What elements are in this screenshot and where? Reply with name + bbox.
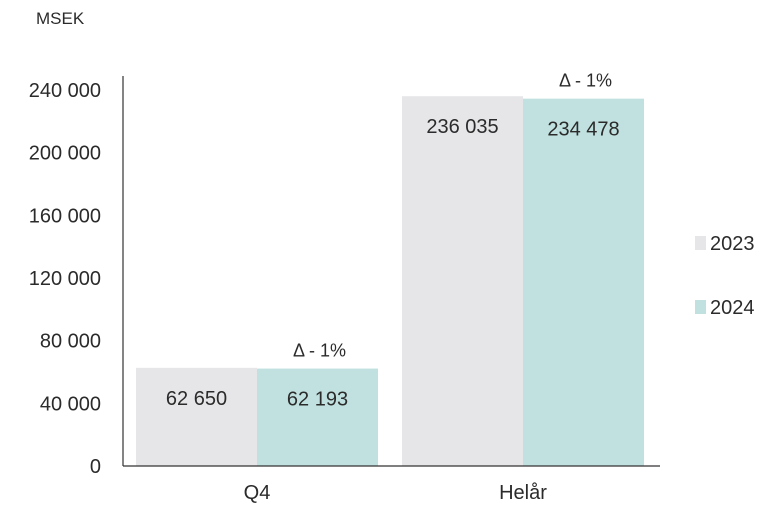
y-tick-label: 160 000 xyxy=(29,205,101,227)
y-tick-label: 0 xyxy=(90,456,101,478)
value-label: 62 650 xyxy=(166,388,227,410)
y-tick-label: 120 000 xyxy=(29,268,101,290)
y-tick-label: 40 000 xyxy=(40,393,101,415)
value-label: 234 478 xyxy=(547,119,619,141)
value-label: 236 035 xyxy=(426,116,498,138)
x-axis-labels: Q4 Helår xyxy=(244,482,548,504)
y-axis-ticks: 0 40 000 80 000 120 000 160 000 200 000 240 00… xyxy=(29,80,101,478)
bar-2023-helar xyxy=(402,96,523,467)
legend-item-2024: 2024 xyxy=(695,297,755,319)
bars xyxy=(136,96,644,467)
legend-label: 2023 xyxy=(710,233,755,255)
value-label: 62 193 xyxy=(287,389,348,411)
x-tick-label: Q4 xyxy=(244,482,271,504)
value-labels: 62 650 62 193 236 035 234 478 xyxy=(166,116,620,410)
delta-annotation: Δ - 1% xyxy=(293,341,346,361)
y-tick-label: 80 000 xyxy=(40,331,101,353)
bar-2023-q4 xyxy=(136,367,257,466)
delta-annotations: Δ - 1% Δ - 1% xyxy=(293,71,612,361)
legend-swatch xyxy=(695,236,706,250)
y-tick-label: 200 000 xyxy=(29,143,101,165)
bar-2024-helar xyxy=(523,98,644,467)
legend-item-2023: 2023 xyxy=(695,233,755,255)
legend-swatch xyxy=(695,300,706,314)
bar-2024-q4 xyxy=(257,368,378,466)
legend-label: 2024 xyxy=(710,297,755,319)
y-tick-label: 240 000 xyxy=(29,80,101,102)
x-tick-label: Helår xyxy=(499,482,547,504)
unit-label: MSEK xyxy=(36,9,85,28)
delta-annotation: Δ - 1% xyxy=(559,71,612,91)
legend: 2023 2024 xyxy=(695,233,755,319)
